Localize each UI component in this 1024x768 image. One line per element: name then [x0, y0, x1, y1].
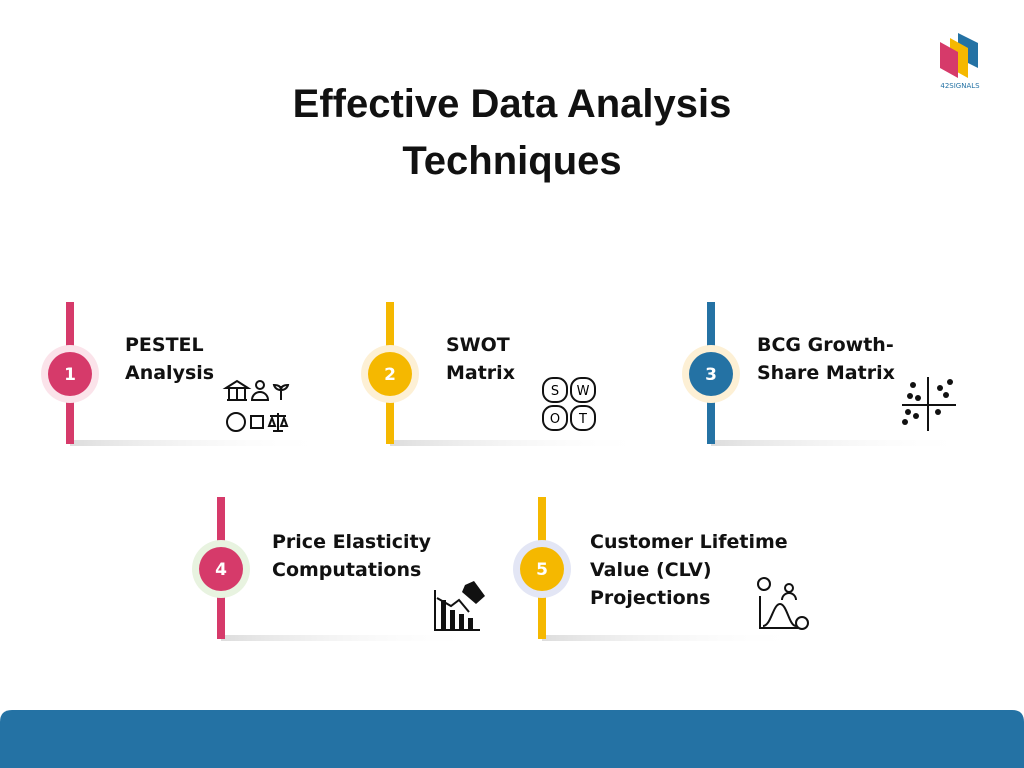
- item-label: Projections: [590, 587, 711, 609]
- technique-item: 2 SWOT Matrix S W O T: [361, 302, 650, 446]
- technique-item: 5 Customer Lifetime Value (CLV) Projecti…: [513, 497, 809, 641]
- item-number: 3: [705, 365, 717, 385]
- item-label: Customer Lifetime: [590, 531, 788, 553]
- item-label: PESTEL: [125, 334, 204, 356]
- item-number: 5: [536, 560, 548, 580]
- item-label: BCG Growth-: [757, 334, 894, 356]
- item-label: Analysis: [125, 362, 214, 384]
- logo: 42SIGNALS: [940, 33, 980, 90]
- item-label: Value (CLV): [590, 559, 712, 581]
- technique-item: 1 PESTEL Analysis: [41, 302, 330, 446]
- item-label: SWOT: [446, 334, 510, 356]
- item-label: Share Matrix: [757, 362, 895, 384]
- swot-letter: T: [578, 412, 587, 427]
- technique-item: 4 Price Elasticity Computations: [192, 497, 485, 641]
- item-number: 4: [215, 560, 227, 580]
- swot-letter: O: [550, 412, 560, 427]
- pestel-icon: [222, 379, 290, 432]
- swot-letter: W: [577, 384, 590, 399]
- clv-icon: [757, 577, 809, 630]
- item-label: Price Elasticity: [272, 531, 432, 553]
- price-icon: [434, 581, 485, 631]
- swot-letter: S: [551, 384, 559, 399]
- title-line: Effective Data Analysis: [293, 82, 732, 126]
- technique-item: 3 BCG Growth- Share Matrix: [682, 302, 971, 446]
- item-number: 2: [384, 365, 396, 385]
- swot-icon: S W O T: [542, 377, 596, 431]
- footer-bar: [0, 710, 1024, 768]
- item-number: 1: [64, 365, 76, 385]
- logo-text: 42SIGNALS: [940, 82, 980, 90]
- item-label: Computations: [272, 559, 421, 581]
- title-line: Techniques: [402, 139, 621, 183]
- bcg-icon: [902, 377, 956, 431]
- item-label: Matrix: [446, 362, 515, 384]
